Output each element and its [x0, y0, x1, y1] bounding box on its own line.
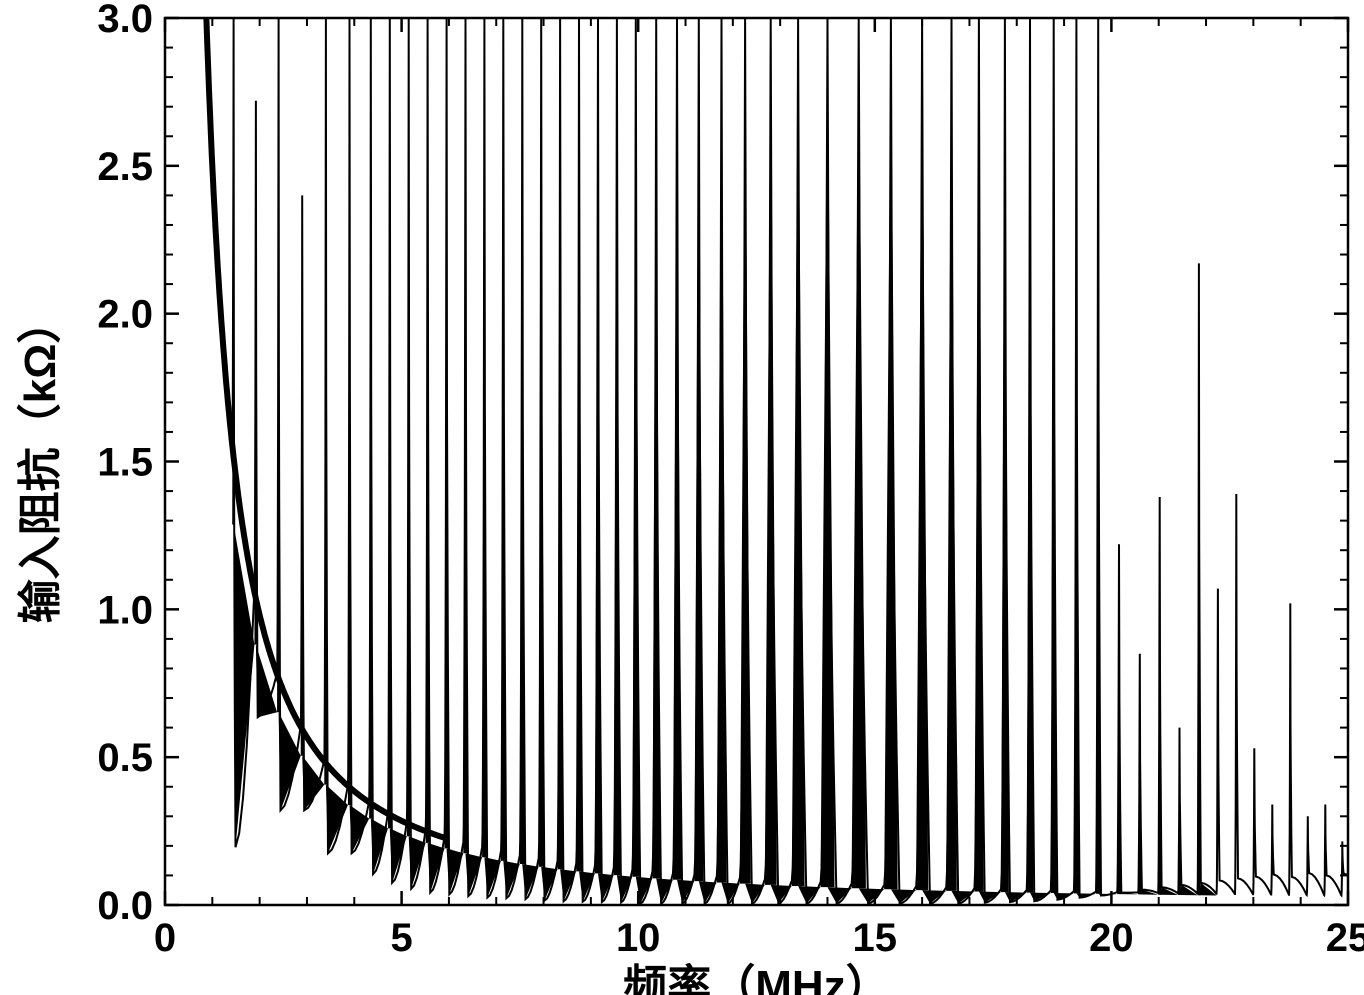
x-tick-label: 5: [390, 916, 412, 960]
chart-container: 0 5 10 15 20 25 0.0 0.5 1.0 1.5 2.0 2.5 3.0 频率（MHz） 输入…: [0, 0, 1364, 995]
y-tick-label: 1.5: [97, 441, 153, 485]
x-tick-label: 0: [154, 916, 176, 960]
y-tick-label: 1.0: [97, 588, 153, 632]
y-tick-label: 0.0: [97, 884, 153, 928]
y-tick-label: 2.5: [97, 145, 153, 189]
x-tick-label: 20: [1089, 916, 1134, 960]
y-axis-label: 输入阻抗（kΩ）: [16, 300, 65, 624]
impedance-chart: 0 5 10 15 20 25 0.0 0.5 1.0 1.5 2.0 2.5 3.0 频率（MHz） 输入…: [0, 0, 1364, 995]
x-tick-label: 15: [853, 916, 898, 960]
x-tick-label: 10: [616, 916, 661, 960]
y-tick-label: 0.5: [97, 736, 153, 780]
y-tick-label: 2.0: [97, 293, 153, 337]
x-tick-label: 25: [1326, 916, 1364, 960]
y-tick-label: 3.0: [97, 0, 153, 41]
x-axis-label: 频率（MHz）: [623, 962, 889, 995]
